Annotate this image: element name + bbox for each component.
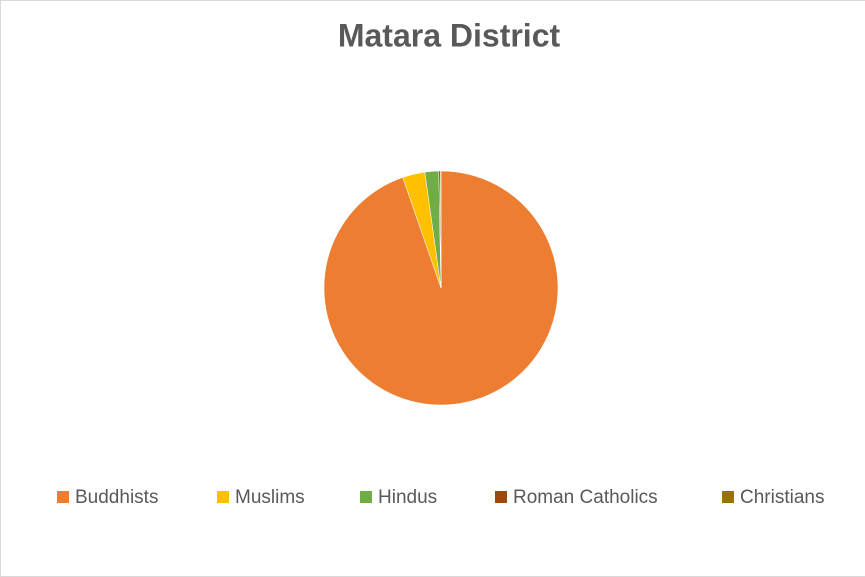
legend-label: Christians [740,487,824,508]
legend-swatch [722,491,734,503]
legend-swatch [57,491,69,503]
legend-label: Buddhists [75,487,158,508]
legend-label: Hindus [378,487,437,508]
legend-swatch [360,491,372,503]
pie-slice [440,170,442,289]
legend-swatch [495,491,507,503]
chart-title: Matara District [338,17,561,53]
legend-label: Roman Catholics [513,487,658,508]
legend-label: Muslims [235,487,305,508]
legend-swatch [217,491,229,503]
